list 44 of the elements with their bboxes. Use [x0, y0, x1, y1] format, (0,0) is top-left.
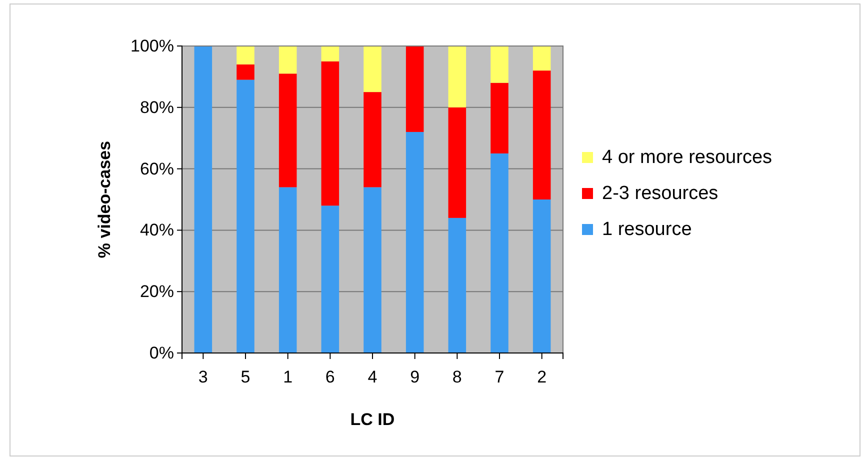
x-tick-label: 3	[198, 367, 208, 386]
bar	[448, 46, 466, 108]
bar	[406, 46, 424, 132]
bar	[448, 107, 466, 218]
bar	[532, 200, 551, 353]
y-tick-label: 40%	[140, 220, 174, 240]
bar	[321, 206, 340, 353]
bar	[278, 46, 297, 74]
legend-label: 2-3 resources	[602, 183, 718, 204]
x-tick-label: 6	[325, 367, 335, 386]
bar	[406, 132, 424, 353]
bar	[490, 46, 508, 83]
bar	[236, 80, 254, 353]
bar	[364, 92, 382, 188]
x-tick-label: 8	[452, 367, 462, 386]
bar	[194, 46, 212, 353]
bar	[278, 74, 297, 188]
bar	[321, 46, 340, 62]
legend-label: 1 resource	[602, 219, 692, 240]
bar	[490, 153, 508, 353]
x-tick-label: 1	[283, 367, 293, 386]
bar	[278, 187, 297, 353]
y-tick-label: 80%	[140, 98, 174, 117]
bar	[321, 61, 340, 206]
y-axis-title: % video-cases	[95, 140, 114, 258]
y-tick-label: 100%	[130, 36, 174, 56]
x-tick-label: 9	[410, 367, 420, 386]
x-tick-label: 5	[240, 367, 250, 386]
bar	[532, 70, 551, 200]
bar	[532, 46, 551, 71]
bar	[236, 46, 254, 64]
bar	[448, 218, 466, 353]
y-tick-label: 0%	[149, 343, 174, 362]
y-tick-label: 60%	[140, 159, 174, 178]
bar	[490, 82, 508, 154]
x-tick-label: 7	[494, 367, 504, 386]
y-tick-label: 20%	[140, 282, 174, 302]
bar	[364, 46, 382, 92]
x-axis-title: LC ID	[350, 410, 395, 429]
bar	[236, 64, 254, 80]
bar	[364, 187, 382, 353]
legend-label: 4 or more resources	[602, 147, 772, 168]
x-tick-label: 2	[537, 367, 547, 386]
x-tick-label: 4	[368, 367, 378, 386]
